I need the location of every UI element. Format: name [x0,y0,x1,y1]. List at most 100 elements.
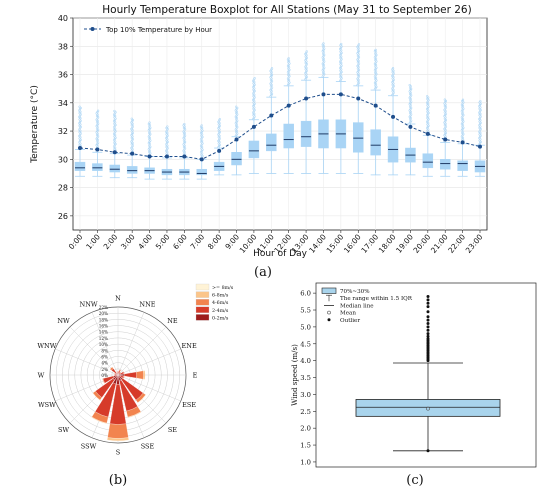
y-tick-label: 3.0 [300,391,311,399]
outlier [130,117,133,120]
rose-segment [119,371,122,374]
x-tick-label: 0:00 [67,232,85,251]
outlier-point [426,325,430,329]
series-point [95,147,100,152]
outlier-point [426,298,430,302]
x-tick-label: 15:00 [325,232,346,255]
box-7 [196,124,207,180]
spoke [117,312,145,376]
legend-swatch [195,299,210,306]
chart-title: Hourly Temperature Boxplot for All Stati… [102,4,471,16]
top10-series [78,92,482,162]
radial-label: 22% [99,305,108,310]
box-body [370,129,381,156]
legend-label: 6-8m/s [212,293,229,299]
box-0 [74,105,86,177]
box-body [439,159,451,170]
rose-segment [114,372,116,375]
box-4 [144,121,155,180]
spoke [55,348,119,376]
y-tick-label: 26 [58,212,68,221]
box-19 [405,83,416,176]
outlier [425,95,429,98]
box-1 [92,109,103,177]
legend-label: The range within 1.5 IQR [340,296,413,302]
legend-swatch-outlier [327,318,331,322]
panel-a-boxplot: Hourly Temperature Boxplot for All Stati… [30,4,488,280]
box-6 [179,122,190,180]
outlier [166,125,169,128]
direction-label: WNW [37,342,56,350]
radial-label: 2% [101,367,108,372]
series-point [338,92,343,97]
rose-segment [107,423,129,439]
box-13 [300,50,312,174]
radial-label: 18% [99,317,108,322]
rose-segment [123,371,137,379]
panel-c-wind-boxplot: 1.0 1.5 2.0 2.5 3.0 3.5 4.0 4.5 5.0 5.5 6.0 Wind s… [291,282,537,488]
y-tick-label: 6.0 [300,290,311,298]
outlier [305,50,308,53]
x-tick-label: 18:00 [377,232,398,255]
direction-label: SSW [81,443,97,451]
y-tick-label: 4.0 [300,357,311,365]
legend-swatch [195,306,210,313]
outlier-point [426,332,430,336]
spoke [117,326,167,376]
y-tick-label: 30 [58,155,68,164]
box-body [457,160,468,171]
y-axis: 26 28 30 32 34 36 38 40 [58,14,73,221]
direction-label: N [115,295,121,303]
x-tick-label: 6:00 [171,232,189,251]
outlier-point [426,334,430,338]
box-21 [439,98,451,177]
x-tick-label: 1:00 [84,232,102,251]
y-tick-label: 2.0 [300,425,311,433]
box-body [126,166,138,174]
panel-label-a: (a) [254,265,272,280]
legend-swatch-mean [327,310,331,315]
radial-label: 0% [101,373,108,378]
box-14 [318,42,329,174]
outlier [357,43,361,46]
y-tick-label: 36 [58,71,68,80]
rose-segment [91,416,107,424]
series-line [79,93,481,160]
legend: Top 10% Temperature by Hour [84,26,212,34]
outlier [78,105,81,108]
rose-segment [107,437,129,441]
rose-segment [116,372,118,374]
series-point [373,103,378,108]
outlier-point [426,295,430,299]
series-point [286,103,291,108]
y-axis-label: Wind speed (m/s) [291,344,299,406]
rose-segment [123,376,125,379]
direction-label: W [38,372,45,380]
outlier-point [426,310,430,314]
series-point [112,150,117,155]
x-tick-label: 4:00 [136,232,154,251]
series-point [164,154,169,159]
y-tick-label: 4.5 [300,340,311,348]
x-tick-label: 2:00 [102,232,120,251]
outlier [234,105,238,108]
rose-segment [127,411,142,418]
outlier [408,83,411,87]
box [355,362,501,453]
spoke [117,374,181,402]
series-point [356,96,361,101]
direction-label: S [116,449,120,457]
outlier [340,42,343,46]
box-17 [370,48,381,176]
radial-label: 6% [101,354,108,359]
box-body [355,399,501,417]
y-tick-label: 32 [58,127,68,136]
box-18 [387,67,399,176]
series-point [234,137,239,142]
radial-labels: 0%2%4% 6%8%10%12%14%16% 18%20%22% [99,305,108,378]
y-tick-label: 1.0 [300,458,311,466]
box-body [74,161,86,171]
